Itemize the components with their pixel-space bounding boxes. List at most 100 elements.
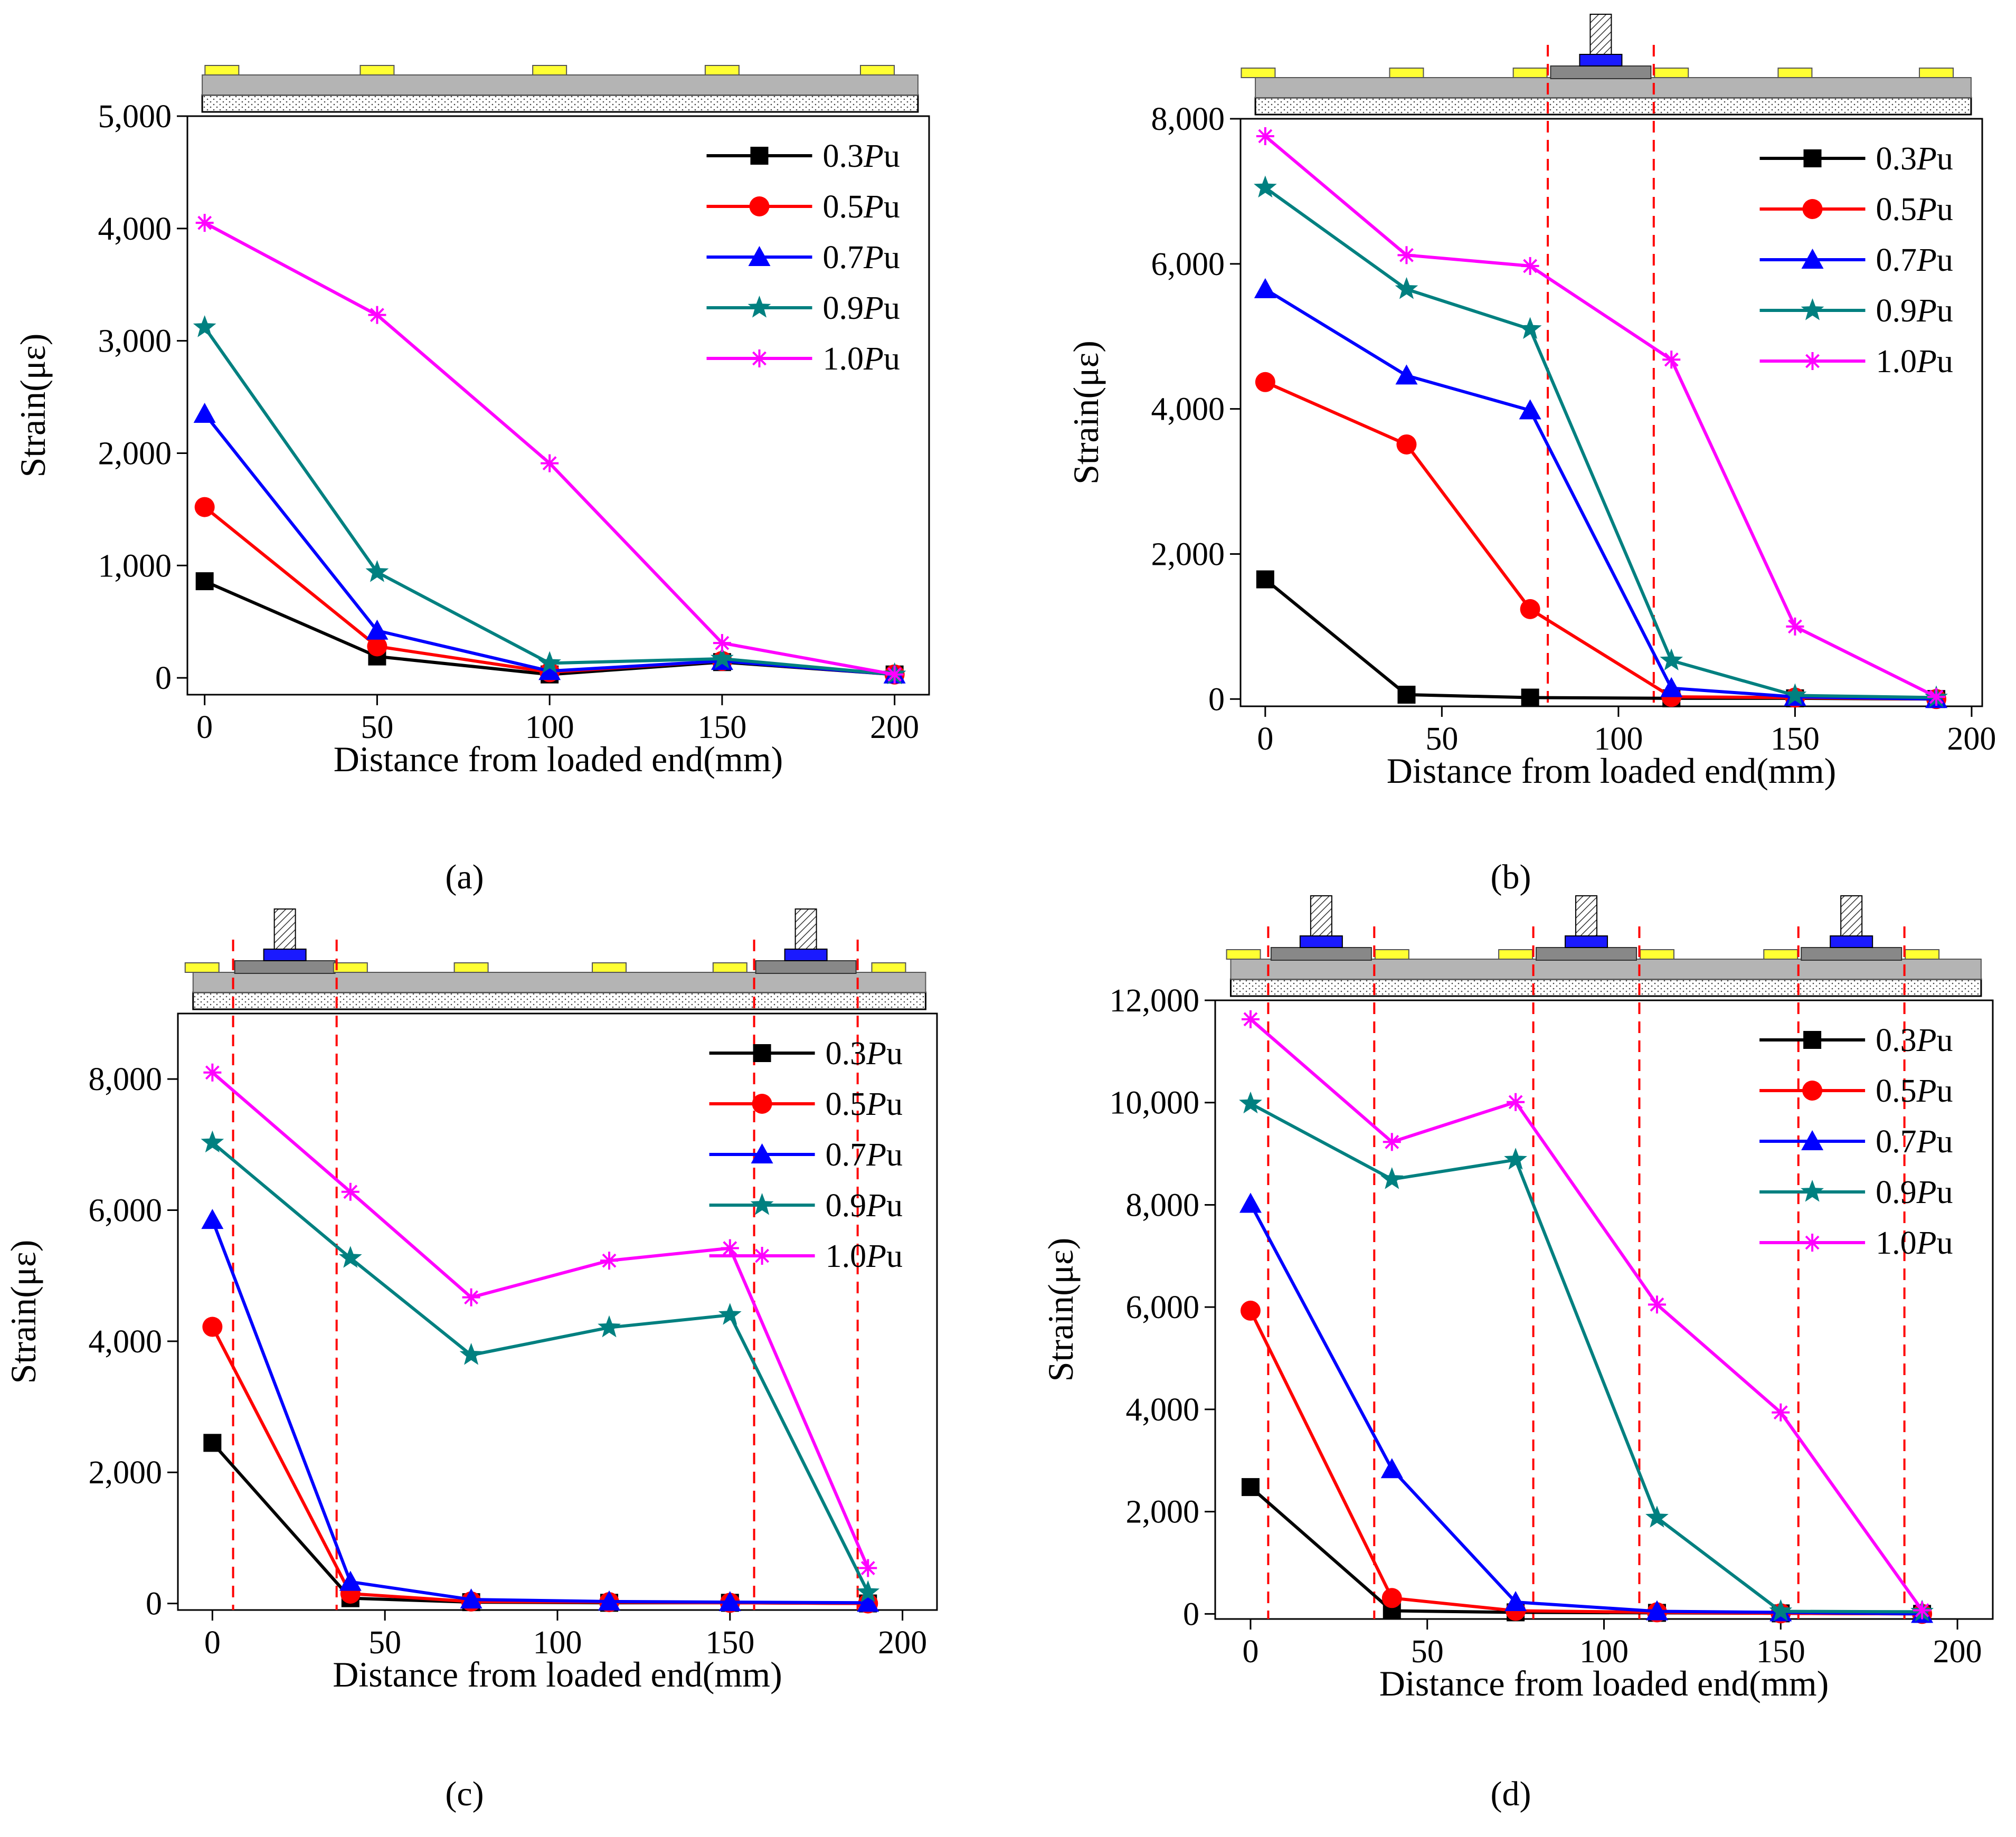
y-tick-label: 6,000 bbox=[1126, 1290, 1200, 1325]
x-tick-label: 0 bbox=[1242, 1634, 1258, 1670]
chart-a: 0 50 100 150 200 0 1,000 2,000 3,000 4,000 5,000 Di… bbox=[13, 65, 930, 779]
legend-coeff: 0.9 bbox=[1876, 1175, 1917, 1210]
legend-u: u bbox=[884, 240, 900, 276]
marker-star bbox=[1380, 1167, 1404, 1189]
marker-star bbox=[1801, 1180, 1824, 1202]
asterisk-arm bbox=[1929, 689, 1944, 704]
legend-label: 0.7Pu bbox=[1876, 1124, 1953, 1160]
x-tick-label: 150 bbox=[697, 709, 746, 745]
series-line bbox=[1264, 135, 1937, 698]
asterisk-arm bbox=[370, 308, 384, 323]
asterisk-arm bbox=[1773, 1405, 1788, 1420]
marker-asterisk bbox=[600, 1252, 619, 1270]
legend-label: 0.3Pu bbox=[1876, 141, 1953, 177]
anchor-block bbox=[1830, 935, 1873, 948]
marker-asterisk bbox=[1772, 1403, 1790, 1422]
strain-gauge bbox=[712, 962, 747, 973]
anchor-plate bbox=[234, 960, 336, 974]
legend-label: 0.3Pu bbox=[823, 138, 900, 174]
legend-p: P bbox=[1916, 141, 1937, 177]
x-tick-label: 0 bbox=[204, 1625, 221, 1661]
marker-circle bbox=[749, 196, 770, 216]
asterisk-arm bbox=[755, 1248, 770, 1263]
marker-square bbox=[753, 1044, 771, 1062]
marker-asterisk bbox=[713, 634, 731, 652]
legend-label: 0.5Pu bbox=[1876, 192, 1953, 228]
legend-label: 0.9Pu bbox=[1876, 293, 1953, 329]
series-0-9Pu bbox=[201, 1130, 880, 1603]
x-tick-label: 50 bbox=[361, 709, 393, 745]
anchor-block bbox=[1299, 935, 1343, 948]
legend-label: 0.5Pu bbox=[826, 1086, 903, 1122]
panel-label-d: (d) bbox=[1491, 1775, 1531, 1813]
series-line bbox=[1249, 1203, 1923, 1616]
marker-circle bbox=[202, 1317, 223, 1337]
strain-gauge bbox=[1905, 949, 1940, 960]
marker-triangle bbox=[1239, 1192, 1262, 1213]
asterisk-arm bbox=[542, 456, 557, 471]
marker-asterisk bbox=[1397, 246, 1416, 264]
asterisk-arm bbox=[752, 351, 766, 366]
chart-d: 0 50 100 150 200 0 2,000 4,000 6,000 8,000 10,000 1… bbox=[1040, 895, 1994, 1703]
legend-label: 0.9Pu bbox=[1876, 1175, 1953, 1210]
marker-square bbox=[1256, 570, 1274, 589]
strain-gauge bbox=[704, 65, 740, 75]
marker-star bbox=[1254, 175, 1277, 198]
asterisk-arm bbox=[343, 1185, 358, 1199]
legend-u: u bbox=[886, 1036, 903, 1072]
series-line bbox=[1250, 1102, 1923, 1614]
asterisk-arm bbox=[1258, 129, 1273, 144]
strain-gauge bbox=[359, 65, 395, 75]
legend-label: 1.0Pu bbox=[826, 1238, 903, 1274]
legend-coeff: 0.7 bbox=[1876, 242, 1917, 278]
marker-triangle bbox=[1254, 278, 1276, 298]
legend-label: 0.7Pu bbox=[826, 1137, 903, 1173]
marker-star bbox=[1769, 1599, 1793, 1622]
strain-gauge bbox=[1241, 68, 1276, 78]
marker-triangle bbox=[718, 1591, 741, 1612]
legend-u: u bbox=[884, 341, 900, 377]
plot-frame bbox=[177, 1012, 938, 1611]
legend-coeff: 0.7 bbox=[826, 1137, 867, 1173]
legend-coeff: 0.5 bbox=[1876, 1073, 1917, 1109]
y-tick-label: 4,000 bbox=[1151, 392, 1225, 428]
x-axis-title: Distance from loaded end(mm) bbox=[334, 739, 783, 779]
strain-gauge bbox=[871, 962, 906, 973]
marker-asterisk bbox=[541, 454, 559, 472]
marker-triangle bbox=[460, 1588, 482, 1609]
anchor-plate bbox=[1270, 947, 1372, 961]
marker-triangle bbox=[339, 1570, 362, 1591]
legend-p: P bbox=[866, 1137, 886, 1173]
strain-gauge bbox=[1763, 949, 1799, 960]
legend-coeff: 1.0 bbox=[826, 1238, 867, 1274]
legend-u: u bbox=[886, 1086, 903, 1122]
y-tick-label: 0 bbox=[155, 660, 172, 696]
loading-bolt bbox=[1840, 895, 1863, 936]
series-line bbox=[211, 1219, 868, 1605]
x-tick-label: 200 bbox=[1933, 1634, 1982, 1670]
marker-triangle bbox=[201, 1209, 224, 1229]
marker-asterisk bbox=[1803, 1234, 1822, 1252]
marker-asterisk bbox=[1256, 127, 1274, 145]
charts-layer: 0 50 100 150 200 0 1,000 2,000 3,000 4,000 5,000 Di… bbox=[3, 14, 1996, 1703]
legend-p: P bbox=[1916, 192, 1937, 228]
marker-star bbox=[538, 651, 561, 673]
marker-star bbox=[1395, 277, 1418, 299]
chart-c: 0 50 100 150 200 0 2,000 4,000 6,000 8,000 Distanc… bbox=[3, 908, 938, 1694]
x-axis-title: Distance from loaded end(mm) bbox=[1379, 1663, 1829, 1703]
marker-square bbox=[203, 1434, 222, 1452]
marker-triangle bbox=[193, 402, 216, 423]
marker-triangle bbox=[366, 619, 389, 640]
legend-p: P bbox=[1916, 344, 1937, 380]
asterisk-arm bbox=[1664, 352, 1679, 367]
legend-label: 0.7Pu bbox=[1876, 242, 1953, 278]
legend-label: 0.5Pu bbox=[1876, 1073, 1953, 1109]
x-tick-label: 150 bbox=[705, 1625, 754, 1661]
legend-p: P bbox=[1916, 293, 1937, 329]
asterisk-arm bbox=[197, 215, 212, 230]
marker-square bbox=[750, 147, 769, 165]
legend-coeff: 0.9 bbox=[1876, 293, 1917, 329]
